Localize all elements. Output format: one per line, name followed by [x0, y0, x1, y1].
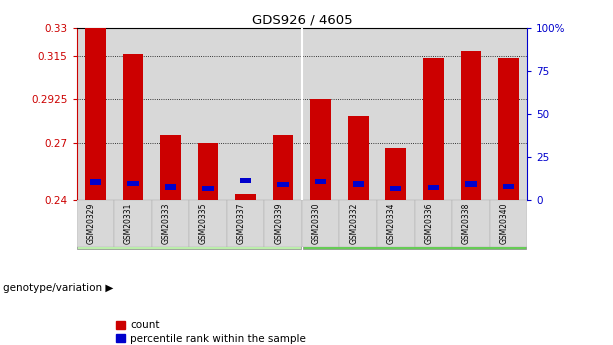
- Text: GSM20335: GSM20335: [199, 203, 208, 244]
- Bar: [310, 99, 331, 200]
- Bar: [498, 58, 519, 200]
- FancyBboxPatch shape: [227, 200, 264, 247]
- Text: GSM20339: GSM20339: [274, 203, 283, 244]
- FancyBboxPatch shape: [77, 200, 114, 247]
- Text: GSM20329: GSM20329: [86, 203, 96, 244]
- Bar: [348, 116, 368, 200]
- Bar: [240, 178, 251, 183]
- Text: GSM20336: GSM20336: [424, 203, 433, 244]
- Text: wild type: wild type: [164, 230, 215, 240]
- Bar: [352, 181, 364, 187]
- Text: GSM20333: GSM20333: [161, 203, 170, 244]
- Text: GSM20332: GSM20332: [349, 203, 358, 244]
- Bar: [428, 185, 439, 190]
- Bar: [198, 142, 218, 200]
- Text: psad1 mutant: psad1 mutant: [376, 230, 454, 240]
- FancyBboxPatch shape: [77, 222, 301, 249]
- Bar: [386, 148, 406, 200]
- Text: GSM20330: GSM20330: [311, 203, 321, 244]
- Text: GSM20337: GSM20337: [237, 203, 246, 244]
- Text: GSM20338: GSM20338: [462, 203, 471, 244]
- Bar: [202, 186, 214, 191]
- Bar: [503, 184, 514, 189]
- Bar: [390, 186, 402, 191]
- Bar: [278, 182, 289, 187]
- Bar: [160, 135, 181, 200]
- FancyBboxPatch shape: [414, 200, 452, 247]
- Bar: [315, 179, 326, 184]
- Legend: count, percentile rank within the sample: count, percentile rank within the sample: [115, 321, 306, 344]
- Bar: [89, 179, 101, 185]
- Text: GSM20334: GSM20334: [387, 203, 396, 244]
- FancyBboxPatch shape: [377, 200, 414, 247]
- Bar: [123, 55, 143, 200]
- Bar: [423, 58, 444, 200]
- Bar: [235, 194, 256, 200]
- Bar: [273, 135, 294, 200]
- FancyBboxPatch shape: [189, 200, 227, 247]
- FancyBboxPatch shape: [114, 200, 151, 247]
- FancyBboxPatch shape: [302, 200, 340, 247]
- Title: GDS926 / 4605: GDS926 / 4605: [251, 13, 352, 27]
- FancyBboxPatch shape: [490, 200, 527, 247]
- Text: GSM20331: GSM20331: [124, 203, 133, 244]
- FancyBboxPatch shape: [151, 200, 189, 247]
- FancyBboxPatch shape: [264, 200, 302, 247]
- Bar: [465, 181, 476, 187]
- Bar: [85, 28, 105, 200]
- FancyBboxPatch shape: [340, 200, 377, 247]
- FancyBboxPatch shape: [452, 200, 490, 247]
- Bar: [165, 184, 176, 190]
- FancyBboxPatch shape: [303, 222, 527, 249]
- Bar: [460, 51, 481, 200]
- Text: GSM20340: GSM20340: [500, 203, 508, 244]
- Bar: [128, 180, 139, 186]
- Text: genotype/variation ▶: genotype/variation ▶: [3, 283, 113, 293]
